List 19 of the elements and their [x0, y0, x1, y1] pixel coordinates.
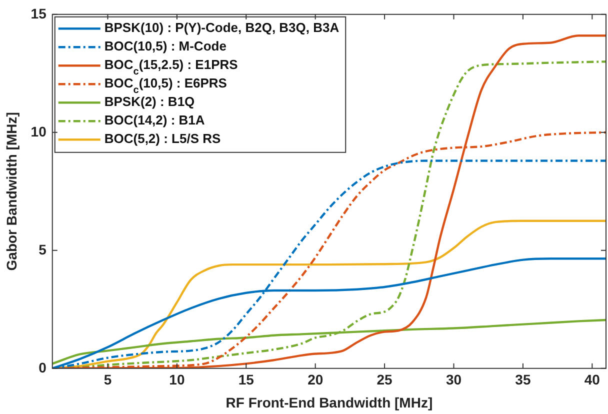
legend-label: BPSK(2) : B1Q — [104, 94, 195, 110]
x-tick-label: 5 — [104, 372, 112, 388]
legend-label: BPSK(10) : P(Y)-Code, B2Q, B3Q, B3A — [104, 20, 340, 36]
x-tick-label: 15 — [238, 372, 254, 388]
x-axis-title: RF Front-End Bandwidth [MHz] — [226, 394, 433, 410]
legend-label: BOC(10,5) : M-Code — [104, 38, 226, 54]
legend-label: BOC(14,2) : B1A — [104, 112, 206, 128]
x-tick-label: 35 — [515, 372, 531, 388]
y-tick-label: 10 — [30, 123, 47, 140]
x-tick-label: 20 — [308, 372, 324, 388]
x-tick-label: 30 — [446, 372, 462, 388]
y-axis-title: Gabor Bandwidth [MHz] — [3, 112, 20, 271]
x-tick-label: 10 — [169, 372, 185, 388]
y-tick-label: 0 — [38, 359, 47, 376]
y-tick-label: 15 — [30, 5, 47, 22]
legend-label: BOC(5,2) : L5/S RS — [104, 131, 221, 146]
y-tick-label: 5 — [38, 241, 47, 258]
x-tick-label: 40 — [584, 372, 600, 388]
x-tick-label: 25 — [376, 372, 393, 388]
